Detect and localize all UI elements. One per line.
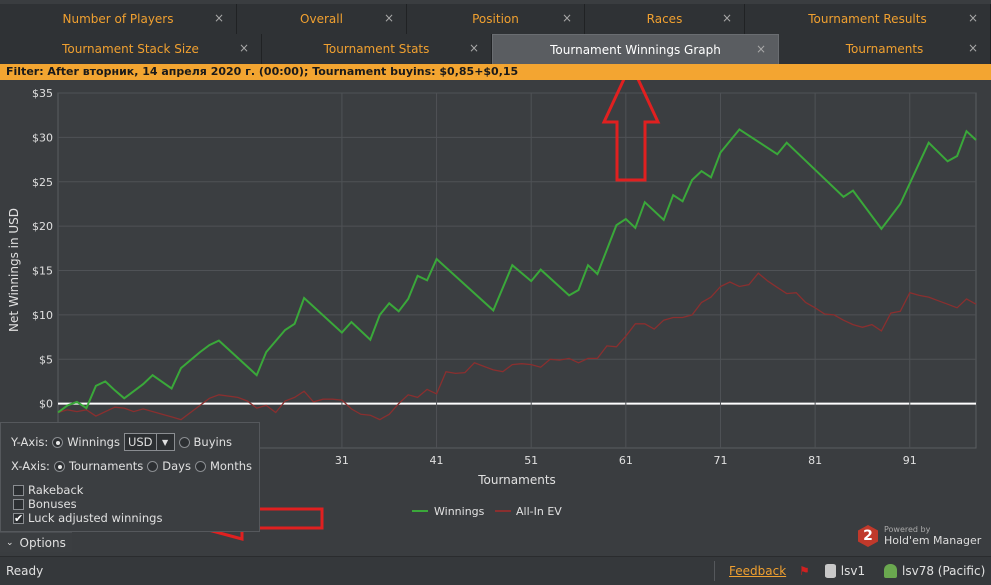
- tab-label: Tournament Winnings Graph: [550, 42, 721, 57]
- annotation-arrow-up: [601, 80, 661, 182]
- x-tick-label: 61: [619, 454, 633, 467]
- bonuses-label: Bonuses: [28, 497, 77, 511]
- hm2-logo-icon: 2: [858, 525, 878, 547]
- bonuses-row: Bonuses: [13, 497, 77, 511]
- filter-bar[interactable]: Filter: After вторник, 14 апреля 2020 г.…: [0, 64, 991, 80]
- y-axis-row: Y-Axis: Winnings USD ▼ Buyins: [11, 433, 232, 451]
- y-tick-label: $30: [32, 131, 53, 144]
- x-tick-label: 91: [903, 454, 917, 467]
- y-axis-option-label: Y-Axis:: [11, 435, 49, 449]
- y-winnings-radio[interactable]: [52, 436, 64, 448]
- close-icon[interactable]: ×: [468, 41, 479, 55]
- user-icon: [884, 564, 897, 578]
- user-status[interactable]: lsv78 (Pacific): [884, 564, 985, 578]
- series-line-winnings: [57, 128, 977, 414]
- tab-overall[interactable]: Overall ×: [237, 4, 407, 34]
- brand-powered-by: Powered by: [884, 525, 931, 534]
- y-tick-label: $25: [32, 176, 53, 189]
- feedback-link[interactable]: Feedback: [729, 564, 787, 578]
- tab-label: Position: [472, 12, 519, 26]
- x-months-radio[interactable]: [194, 460, 206, 472]
- database-name: lsv1: [840, 564, 866, 578]
- x-axis-label: Tournaments: [477, 473, 556, 487]
- bonuses-checkbox[interactable]: [13, 498, 24, 510]
- luck-adjusted-checkbox[interactable]: ✔: [13, 511, 24, 525]
- y-tick-label: $15: [32, 265, 53, 278]
- db-status[interactable]: ⚑ lsv1: [799, 564, 865, 578]
- options-panel: Y-Axis: Winnings USD ▼ Buyins X-Axis: Tou…: [0, 422, 260, 532]
- tab-row-2: Tournament Stack Size × Tournament Stats ×…: [0, 34, 991, 64]
- user-name: lsv78 (Pacific): [902, 564, 986, 578]
- close-icon[interactable]: ×: [238, 41, 249, 55]
- currency-value: USD: [127, 435, 153, 449]
- tab-label: Races: [646, 12, 683, 26]
- close-icon[interactable]: ×: [967, 41, 978, 55]
- x-tick-label: 41: [430, 454, 444, 467]
- tab-label: Tournaments: [845, 42, 924, 56]
- y-axis-label: Net Winnings in USD: [7, 208, 21, 332]
- tab-row-1: Number of Players × Overall × Position × Ra…: [0, 4, 991, 34]
- x-tick-label: 31: [335, 454, 349, 467]
- tab-label: Tournament Stats: [323, 42, 430, 56]
- close-icon[interactable]: ×: [383, 11, 394, 25]
- close-icon[interactable]: ×: [213, 11, 224, 25]
- x-tick-label: 81: [808, 454, 822, 467]
- brand-logo: 2 Powered by Hold'em Manager: [858, 525, 981, 547]
- close-icon[interactable]: ×: [561, 11, 572, 25]
- status-text: Ready: [6, 564, 44, 578]
- tab-label: Tournament Stack Size: [62, 42, 199, 56]
- y-tick-label: $20: [32, 220, 53, 233]
- x-tournaments-radio[interactable]: [53, 460, 65, 472]
- series-line-allin-ev: [57, 272, 977, 421]
- tab-number-of-players[interactable]: Number of Players ×: [0, 4, 237, 34]
- chevron-down-icon[interactable]: ▼: [155, 434, 174, 450]
- x-days-radio[interactable]: [147, 460, 159, 472]
- x-axis-row: X-Axis: Tournaments Days Months: [11, 459, 252, 473]
- flag-icon: ⚑: [799, 564, 810, 578]
- options-toggle-button[interactable]: ⌄ Options: [0, 532, 72, 552]
- y-buyins-radio[interactable]: [178, 436, 190, 448]
- options-button-label: Options: [19, 535, 66, 550]
- legend-label-allin-ev: All-In EV: [516, 505, 562, 518]
- tab-races[interactable]: Races ×: [585, 4, 745, 34]
- database-icon: [824, 564, 836, 578]
- currency-select[interactable]: USD ▼: [123, 433, 175, 451]
- x-axis-option-label: X-Axis:: [11, 459, 50, 473]
- x-tick-label: 71: [713, 454, 727, 467]
- tab-tournaments[interactable]: Tournaments ×: [779, 34, 991, 64]
- y-winnings-label: Winnings: [67, 435, 120, 449]
- x-days-label: Days: [162, 459, 191, 473]
- tab-label: Number of Players: [62, 12, 174, 26]
- luck-adjusted-row: ✔ Luck adjusted winnings: [13, 511, 162, 525]
- y-tick-label: $10: [32, 309, 53, 322]
- tab-tournament-winnings-graph[interactable]: Tournament Winnings Graph ×: [492, 34, 779, 64]
- tab-tournament-stats[interactable]: Tournament Stats ×: [262, 34, 492, 64]
- y-tick-label: $5: [39, 353, 53, 366]
- brand-name: Hold'em Manager: [884, 534, 982, 547]
- close-icon[interactable]: ×: [721, 11, 732, 25]
- legend-label-winnings: Winnings: [434, 505, 485, 518]
- tab-label: Tournament Results: [808, 12, 927, 26]
- status-divider: [714, 561, 715, 581]
- tab-position[interactable]: Position ×: [407, 4, 585, 34]
- x-tick-label: 51: [524, 454, 538, 467]
- tab-label: Overall: [300, 12, 343, 26]
- y-tick-label: $0: [39, 398, 53, 411]
- x-months-label: Months: [209, 459, 253, 473]
- luck-adjusted-label: Luck adjusted winnings: [28, 511, 163, 525]
- close-icon[interactable]: ×: [755, 42, 766, 56]
- y-tick-label: $35: [32, 87, 53, 100]
- rakeback-row: Rakeback: [13, 483, 83, 497]
- chevron-down-icon: ⌄: [6, 537, 14, 548]
- x-tournaments-label: Tournaments: [68, 459, 144, 473]
- rakeback-checkbox[interactable]: [13, 484, 24, 496]
- tab-tournament-stack-size[interactable]: Tournament Stack Size ×: [0, 34, 262, 64]
- tab-tournament-results[interactable]: Tournament Results ×: [745, 4, 991, 34]
- close-icon[interactable]: ×: [967, 11, 978, 25]
- legend: Winnings All-In EV: [412, 505, 562, 518]
- status-bar: Ready Feedback ⚑ lsv1 lsv78 (Pacific): [0, 556, 991, 585]
- y-buyins-label: Buyins: [193, 435, 233, 449]
- rakeback-label: Rakeback: [28, 483, 84, 497]
